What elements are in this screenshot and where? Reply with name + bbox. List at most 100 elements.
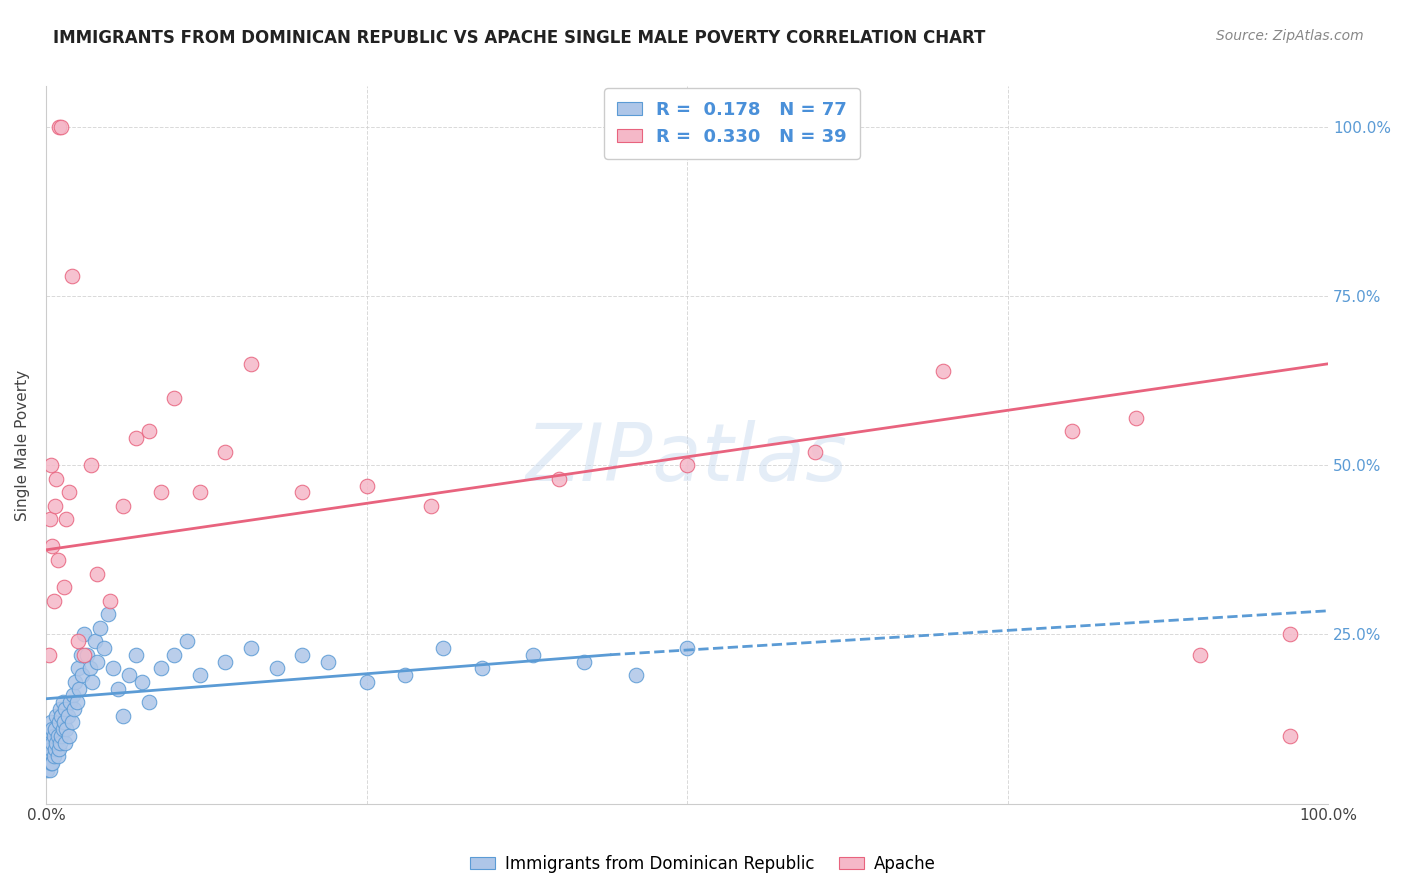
Text: ZIPatlas: ZIPatlas [526,420,848,499]
Point [38,742,60,756]
Point [37,763,59,777]
Point [624,668,647,682]
Point [39,715,62,730]
Point [240,640,263,655]
Point [86,655,108,669]
Point [214,655,236,669]
Point [150,661,173,675]
Point [82,674,104,689]
Point [38,749,60,764]
Point [111,708,134,723]
Point [356,478,378,492]
Point [67,681,90,696]
Point [39,458,62,473]
Point [56,708,79,723]
Point [39,742,62,756]
Point [58,485,80,500]
Point [291,485,314,500]
Point [45,708,67,723]
Point [471,661,494,675]
Point [60,715,83,730]
Text: Source: ZipAtlas.com: Source: ZipAtlas.com [1216,29,1364,43]
Point [107,681,129,696]
Point [66,695,89,709]
Point [118,668,141,682]
Point [51,120,73,134]
Point [66,634,89,648]
Point [131,674,153,689]
Point [41,722,63,736]
Point [38,729,60,743]
Point [44,742,66,756]
Point [1278,627,1301,641]
Point [48,742,70,756]
Point [49,736,72,750]
Point [240,357,263,371]
Point [163,648,186,662]
Legend: R =  0.178   N = 77, R =  0.330   N = 39: R = 0.178 N = 77, R = 0.330 N = 39 [605,88,860,159]
Point [125,431,148,445]
Point [42,593,65,607]
Point [39,756,62,770]
Point [38,736,60,750]
Legend: Immigrants from Dominican Republic, Apache: Immigrants from Dominican Republic, Apac… [463,848,943,880]
Point [432,640,454,655]
Point [53,702,76,716]
Point [46,729,69,743]
Point [48,120,70,134]
Point [676,458,699,473]
Point [176,634,198,648]
Point [316,655,339,669]
Point [38,512,60,526]
Point [55,722,77,736]
Point [53,736,76,750]
Text: IMMIGRANTS FROM DOMINICAN REPUBLIC VS APACHE SINGLE MALE POVERTY CORRELATION CHA: IMMIGRANTS FROM DOMINICAN REPUBLIC VS AP… [53,29,986,46]
Point [66,661,89,675]
Point [48,715,70,730]
Point [101,661,124,675]
Point [41,736,63,750]
Point [70,668,93,682]
Point [1125,411,1147,425]
Point [111,499,134,513]
Point [79,661,101,675]
Point [214,444,236,458]
Point [49,702,72,716]
Point [55,512,77,526]
Point [150,485,173,500]
Point [98,593,121,607]
Point [522,648,544,662]
Point [547,472,569,486]
Point [419,499,441,513]
Point [42,749,65,764]
Point [65,674,87,689]
Y-axis label: Single Male Poverty: Single Male Poverty [15,369,30,521]
Point [60,268,83,283]
Point [394,668,416,682]
Point [38,763,60,777]
Point [45,736,67,750]
Point [62,689,84,703]
Point [76,648,98,662]
Point [86,566,108,581]
Point [125,648,148,662]
Point [73,648,96,662]
Point [89,621,111,635]
Point [41,756,63,770]
Point [45,472,67,486]
Point [46,749,69,764]
Point [52,722,75,736]
Point [574,655,596,669]
Point [804,444,827,458]
Point [52,715,75,730]
Point [41,540,63,554]
Point [73,627,96,641]
Point [69,648,91,662]
Point [63,702,86,716]
Point [44,722,66,736]
Point [38,648,60,662]
Point [80,458,103,473]
Point [52,695,75,709]
Point [59,695,82,709]
Point [291,648,314,662]
